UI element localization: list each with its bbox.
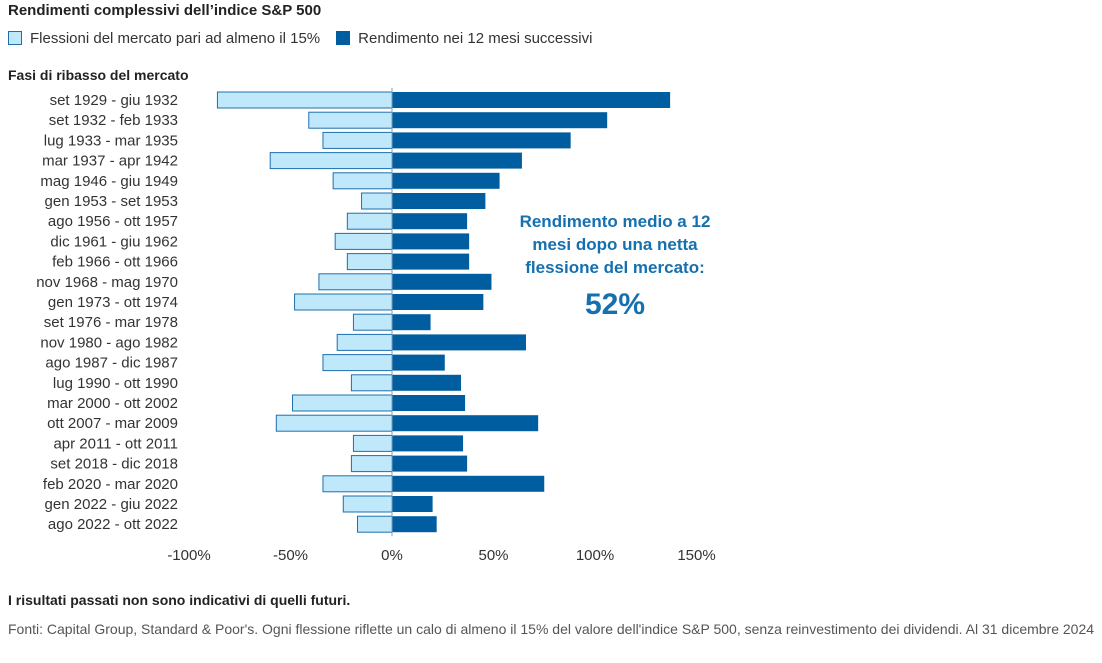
decline-bar — [346, 212, 393, 230]
x-tick-label: -50% — [273, 547, 308, 564]
return-bar — [392, 496, 433, 512]
category-label: nov 1968 - mag 1970 — [36, 274, 178, 291]
decline-bar — [332, 172, 393, 190]
category-label: mag 1946 - giu 1949 — [40, 173, 178, 190]
decline-bar — [269, 152, 393, 170]
return-bar — [392, 132, 571, 149]
legend-label-decline: Flessioni del mercato pari ad almeno il … — [30, 29, 321, 47]
return-bar — [392, 516, 437, 533]
decline-bar — [308, 111, 393, 129]
decline-bar — [352, 313, 393, 331]
average-return-callout: Rendimento medio a 12 mesi dopo una nett… — [500, 210, 730, 327]
decline-bar — [342, 495, 393, 513]
return-bar — [392, 415, 539, 432]
category-label: gen 1973 - ott 1974 — [48, 294, 178, 311]
category-label: dic 1961 - giu 1962 — [50, 233, 178, 250]
return-bar — [392, 253, 470, 270]
return-bar — [392, 273, 492, 290]
decline-bar — [216, 91, 393, 109]
decline-bar — [275, 414, 393, 432]
return-bar — [392, 152, 522, 169]
category-label: gen 2022 - giu 2022 — [45, 496, 178, 513]
category-label: lug 1990 - ott 1990 — [53, 375, 178, 392]
decline-bar — [294, 293, 393, 311]
category-label: set 2018 - dic 2018 — [50, 456, 178, 473]
category-label: apr 2011 - ott 2011 — [53, 435, 178, 452]
decline-bar — [334, 232, 393, 250]
decline-bar — [356, 515, 393, 533]
category-label: feb 2020 - mar 2020 — [43, 476, 178, 493]
decline-bar — [352, 434, 393, 452]
category-label: ago 1956 - ott 1957 — [48, 213, 178, 230]
return-bar — [392, 213, 468, 230]
bar-chart: set 1929 - giu 1932 set 1932 - feb 1933 lu… — [36, 88, 716, 564]
x-tick-label: 0% — [381, 547, 403, 564]
return-bar — [392, 172, 500, 189]
chart-title: Rendimenti complessivi dell’indice S&P 5… — [8, 2, 322, 19]
decline-bar — [322, 354, 393, 372]
category-label: mar 1937 - apr 1942 — [42, 153, 178, 170]
legend-swatch-decline — [8, 31, 22, 45]
return-bar — [392, 395, 466, 411]
category-axis-title: Fasi di ribasso del mercato — [8, 67, 189, 83]
return-bar — [392, 294, 484, 310]
decline-bar — [350, 455, 393, 473]
x-tick-label: 50% — [478, 547, 508, 564]
x-tick-label: 150% — [677, 547, 715, 564]
decline-bar — [318, 273, 393, 291]
x-tick-label: -100% — [167, 547, 210, 564]
category-label: ago 1987 - dic 1987 — [45, 355, 178, 372]
category-label: lug 1933 - mar 1935 — [44, 132, 178, 149]
return-bar — [392, 435, 464, 452]
category-label: set 1976 - mar 1978 — [44, 314, 178, 331]
return-bar — [392, 455, 468, 472]
average-return-value: 52% — [584, 288, 646, 321]
return-bar — [392, 334, 526, 351]
decline-bar — [322, 475, 393, 493]
return-bar — [392, 475, 545, 492]
legend: Flessioni del mercato pari ad almeno il … — [8, 28, 608, 48]
decline-bar — [292, 394, 393, 412]
category-label: feb 1966 - ott 1966 — [52, 254, 178, 271]
category-label: mar 2000 - ott 2002 — [47, 395, 178, 412]
return-bar — [392, 374, 462, 391]
return-bar — [392, 112, 608, 129]
return-bar — [392, 233, 470, 250]
legend-item-decline: Flessioni del mercato pari ad almeno il … — [8, 30, 320, 47]
category-label: nov 1980 - ago 1982 — [40, 334, 178, 351]
decline-bar — [350, 374, 393, 392]
average-return-text: Rendimento medio a 12 mesi dopo una nett… — [519, 212, 711, 277]
category-label: set 1932 - feb 1933 — [49, 112, 178, 129]
source-note: Fonti: Capital Group, Standard & Poor's.… — [8, 621, 1095, 637]
legend-swatch-return — [336, 31, 351, 45]
category-label: ago 2022 - ott 2022 — [48, 516, 178, 533]
decline-bar — [336, 333, 393, 351]
return-bar — [392, 193, 486, 209]
x-tick-label: 100% — [576, 547, 614, 564]
decline-bar — [322, 131, 393, 149]
return-bar — [392, 92, 671, 108]
decline-bar — [361, 192, 393, 210]
decline-bar — [346, 253, 393, 271]
legend-label-return: Rendimento nei 12 mesi successivi — [358, 29, 593, 47]
legend-item-return: Rendimento nei 12 mesi successivi — [336, 30, 592, 47]
disclaimer: I risultati passati non sono indicativi … — [8, 592, 351, 608]
category-label: gen 1953 - set 1953 — [45, 193, 178, 210]
category-label: ott 2007 - mar 2009 — [47, 415, 178, 432]
return-bar — [392, 314, 431, 331]
return-bar — [392, 354, 445, 371]
category-label: set 1929 - giu 1932 — [50, 92, 178, 109]
